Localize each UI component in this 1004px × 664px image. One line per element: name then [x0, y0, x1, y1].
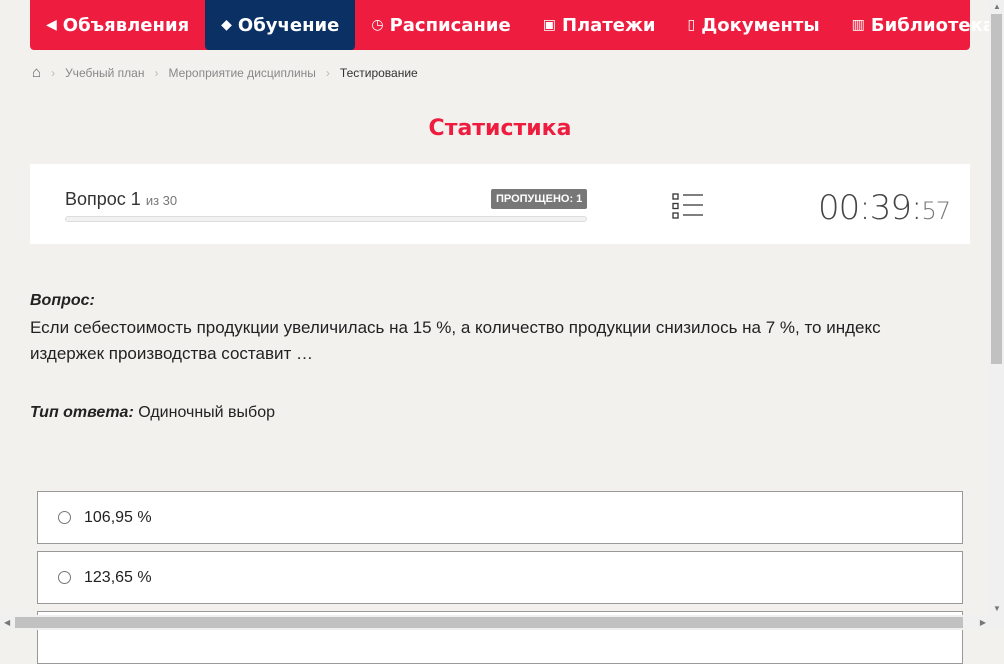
question-header: Вопрос 1 из 30 ПРОПУЩЕНО: 1 00:39:57: [30, 164, 970, 244]
breadcrumb-event[interactable]: Мероприятие дисциплины: [168, 65, 316, 80]
progress-bar: [65, 216, 587, 222]
answer-type: Тип ответа: Одиночный выбор: [30, 404, 275, 421]
timer: 00:39:57: [818, 188, 951, 228]
nav-schedule[interactable]: ◷ Расписание: [371, 14, 511, 36]
book-icon: ▥: [851, 17, 865, 33]
nav-learning[interactable]: ◆ Обучение: [205, 0, 356, 50]
breadcrumb: ⌂ › Учебный план › Мероприятие дисциплины ›…: [32, 64, 418, 81]
graduation-cap-icon: ◆: [221, 17, 232, 33]
document-icon: ▯: [687, 17, 696, 33]
clock-icon: ◷: [371, 17, 384, 33]
question-list-icon[interactable]: [672, 193, 704, 220]
nav-documents[interactable]: ▯ Документы: [687, 14, 820, 36]
breadcrumb-current: Тестирование: [339, 65, 418, 80]
main-nav: ◀ Объявления ◆ Обучение ◷ Расписание ▣ Плате…: [30, 0, 1004, 50]
question-text: Если себестоимость продукции увеличилась…: [30, 318, 881, 363]
home-icon[interactable]: ⌂: [32, 64, 42, 81]
nav-library[interactable]: ▥Библиотека⌄: [836, 0, 1004, 50]
question-label: Вопрос:: [30, 292, 95, 309]
megaphone-icon: ◀: [46, 17, 57, 33]
option-radio[interactable]: [58, 511, 71, 524]
horizontal-scrollbar[interactable]: ◀ ▶: [0, 615, 1004, 630]
nav-payments[interactable]: ▣ Платежи: [542, 14, 656, 36]
option-radio[interactable]: [58, 571, 71, 584]
vertical-scrollbar[interactable]: ▲ ▼: [989, 0, 1004, 615]
breadcrumb-curriculum[interactable]: Учебный план: [65, 65, 145, 80]
nav-announcements[interactable]: ◀ Объявления: [46, 14, 190, 36]
money-icon: ▣: [542, 17, 556, 33]
page-title: Статистика: [428, 116, 572, 141]
question-number: Вопрос 1 из 30: [65, 189, 178, 209]
skipped-badge: ПРОПУЩЕНО: 1: [491, 189, 588, 209]
answer-option[interactable]: 106,95 %: [37, 491, 963, 544]
answer-option[interactable]: 123,65 %: [37, 551, 963, 604]
